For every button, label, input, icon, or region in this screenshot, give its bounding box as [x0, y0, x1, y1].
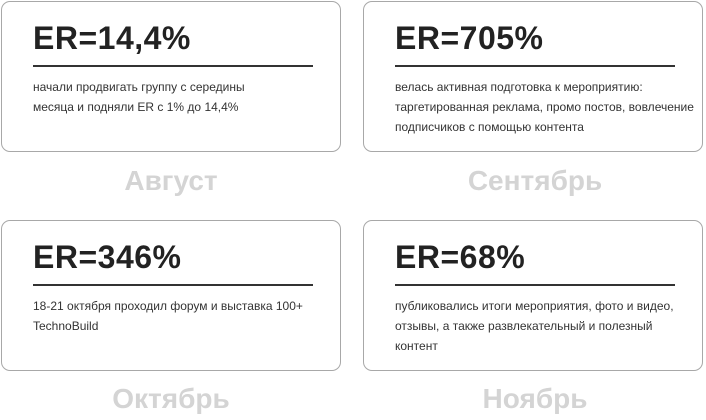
card-august: ER=14,4% начали продвигать группу с сере… — [1, 1, 341, 152]
divider — [395, 284, 675, 286]
card-title: ER=14,4% — [33, 20, 191, 56]
month-label: Ноябрь — [482, 383, 588, 414]
card-title: ER=705% — [395, 20, 544, 56]
card-november: ER=68% публиковались итоги мероприятия, … — [363, 220, 703, 371]
card-october: ER=346% 18-21 октября проходил форум и в… — [1, 220, 341, 371]
card-description: публиковались итоги мероприятия, фото и … — [395, 299, 674, 353]
month-label: Сентябрь — [467, 165, 603, 196]
divider — [33, 284, 313, 286]
card-description: начали продвигать группу с середины меся… — [33, 80, 245, 114]
divider — [395, 65, 675, 67]
month-label: Октябрь — [112, 383, 230, 414]
divider — [33, 65, 313, 67]
month-label: Август — [124, 165, 218, 196]
card-september: ER=705% велась активная подготовка к мер… — [363, 1, 703, 152]
card-description: велась активная подготовка к мероприятию… — [395, 80, 694, 134]
card-title: ER=346% — [33, 239, 182, 275]
card-title: ER=68% — [395, 239, 526, 275]
card-description: 18-21 октября проходил форум и выставка … — [33, 299, 303, 333]
